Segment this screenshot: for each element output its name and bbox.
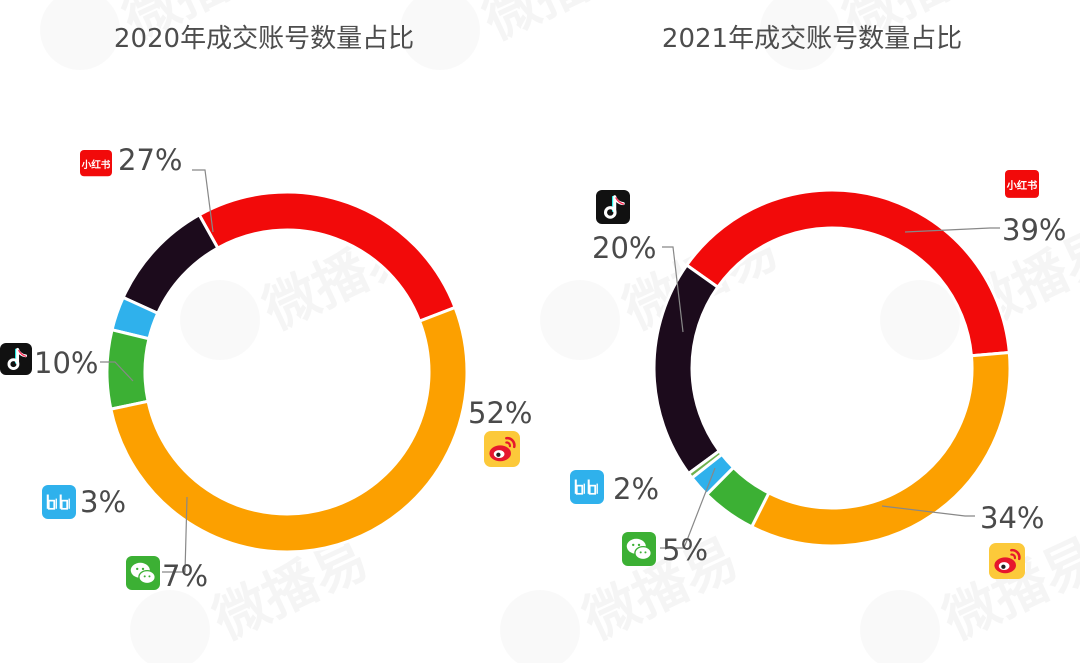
xiaohongshu-icon: 小红书	[80, 150, 112, 177]
weibo-icon	[484, 431, 520, 467]
data-label-douyin: 10%	[34, 346, 98, 380]
donut-slices	[652, 188, 1012, 548]
chart-title-2021: 2021年成交账号数量占比	[661, 24, 963, 54]
wechat-icon	[126, 556, 160, 590]
douyin-icon	[596, 190, 630, 224]
data-label-xiaohongshu: 39%	[1002, 213, 1066, 247]
bilibili-icon	[42, 485, 76, 519]
leader-line-weibo	[881, 505, 975, 517]
leader-line-douyin	[662, 246, 684, 333]
weibo-icon	[989, 543, 1025, 579]
data-label-wechat: 5%	[662, 533, 708, 567]
xiaohongshu-icon: 小红书	[1005, 170, 1039, 198]
svg-text:小红书: 小红书	[81, 159, 111, 171]
donut-slice-douyin	[652, 263, 722, 476]
donut-labels: 27% 小红书 10% 3% 7% 52%	[0, 143, 532, 593]
bilibili-icon	[570, 470, 604, 504]
chart-title-2020: 2020年成交账号数量占比	[113, 24, 415, 54]
donut-slice-xiaohongshu	[684, 188, 1011, 358]
data-label-douyin: 20%	[592, 231, 656, 265]
data-label-weibo: 34%	[980, 501, 1044, 535]
data-label-bilibili: 3%	[80, 485, 126, 519]
data-label-weibo: 52%	[468, 396, 532, 430]
leader-line-wechat	[660, 467, 716, 549]
donut-slices	[105, 190, 469, 554]
data-label-xiaohongshu: 27%	[118, 143, 182, 177]
donut-slice-weibo	[109, 305, 469, 554]
donut-slice-weibo	[749, 350, 1012, 548]
leader-line-douyin	[100, 361, 134, 382]
douyin-icon	[0, 343, 32, 375]
donut-labels: 39% 小红书 20% 2%5% 34%	[570, 170, 1066, 579]
leader-line-xiaohongshu	[192, 169, 214, 233]
leader-line-wechat	[162, 496, 188, 573]
data-label-bilibili: 2%	[613, 472, 659, 506]
leader-line-xiaohongshu	[904, 227, 1000, 233]
svg-text:小红书: 小红书	[1006, 179, 1038, 192]
wechat-icon	[622, 532, 656, 566]
data-label-wechat: 7%	[162, 559, 208, 593]
